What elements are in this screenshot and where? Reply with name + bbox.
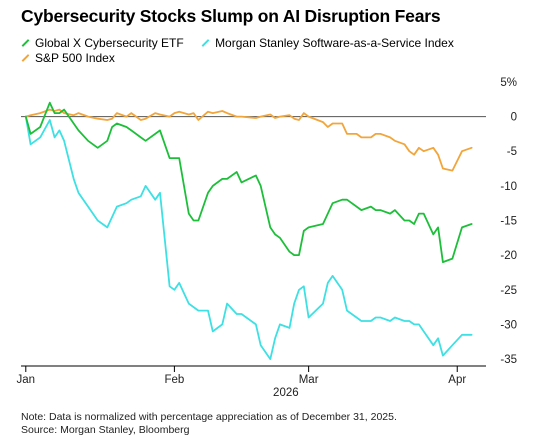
legend-label-cyber: Global X Cybersecurity ETF	[35, 36, 184, 50]
y-tick-label-0: 5%	[500, 77, 517, 89]
legend-item-saas: Morgan Stanley Software-as-a-Service Ind…	[201, 36, 454, 50]
legend-label-saas: Morgan Stanley Software-as-a-Service Ind…	[215, 36, 454, 50]
y-tick-label-1: 0	[511, 112, 517, 124]
y-tick-label-8: -35	[500, 354, 517, 366]
chart-title: Cybersecurity Stocks Slump on AI Disrupt…	[21, 6, 441, 26]
y-tick-label-2: -5	[507, 146, 517, 158]
legend-item-sp500: S&P 500 Index	[21, 51, 115, 65]
legend-row-2: S&P 500 Index	[21, 48, 129, 65]
series-line-cyber	[24, 101, 473, 264]
chart-source: Source: Morgan Stanley, Bloomberg	[21, 424, 190, 436]
y-tick-label-6: -25	[500, 285, 517, 297]
x-tick-label-1: Feb	[164, 374, 184, 386]
series-line-sp500	[24, 108, 473, 172]
legend-row-1: Global X Cybersecurity ETF Morgan Stanle…	[21, 33, 468, 50]
y-tick-label-3: -10	[500, 181, 517, 193]
x-year-label: 2026	[273, 387, 299, 399]
x-tick-label-3: Apr	[448, 374, 466, 386]
y-tick-label-5: -20	[500, 250, 517, 262]
legend-label-sp500: S&P 500 Index	[35, 51, 115, 65]
x-tick-label-0: Jan	[17, 374, 36, 386]
legend-item-cyber: Global X Cybersecurity ETF	[21, 36, 184, 50]
y-tick-label-4: -15	[500, 216, 517, 228]
series-line-saas	[24, 115, 473, 361]
y-tick-label-7: -30	[500, 319, 517, 331]
chart-note: Note: Data is normalized with percentage…	[21, 411, 397, 423]
x-tick-label-2: Mar	[299, 374, 319, 386]
